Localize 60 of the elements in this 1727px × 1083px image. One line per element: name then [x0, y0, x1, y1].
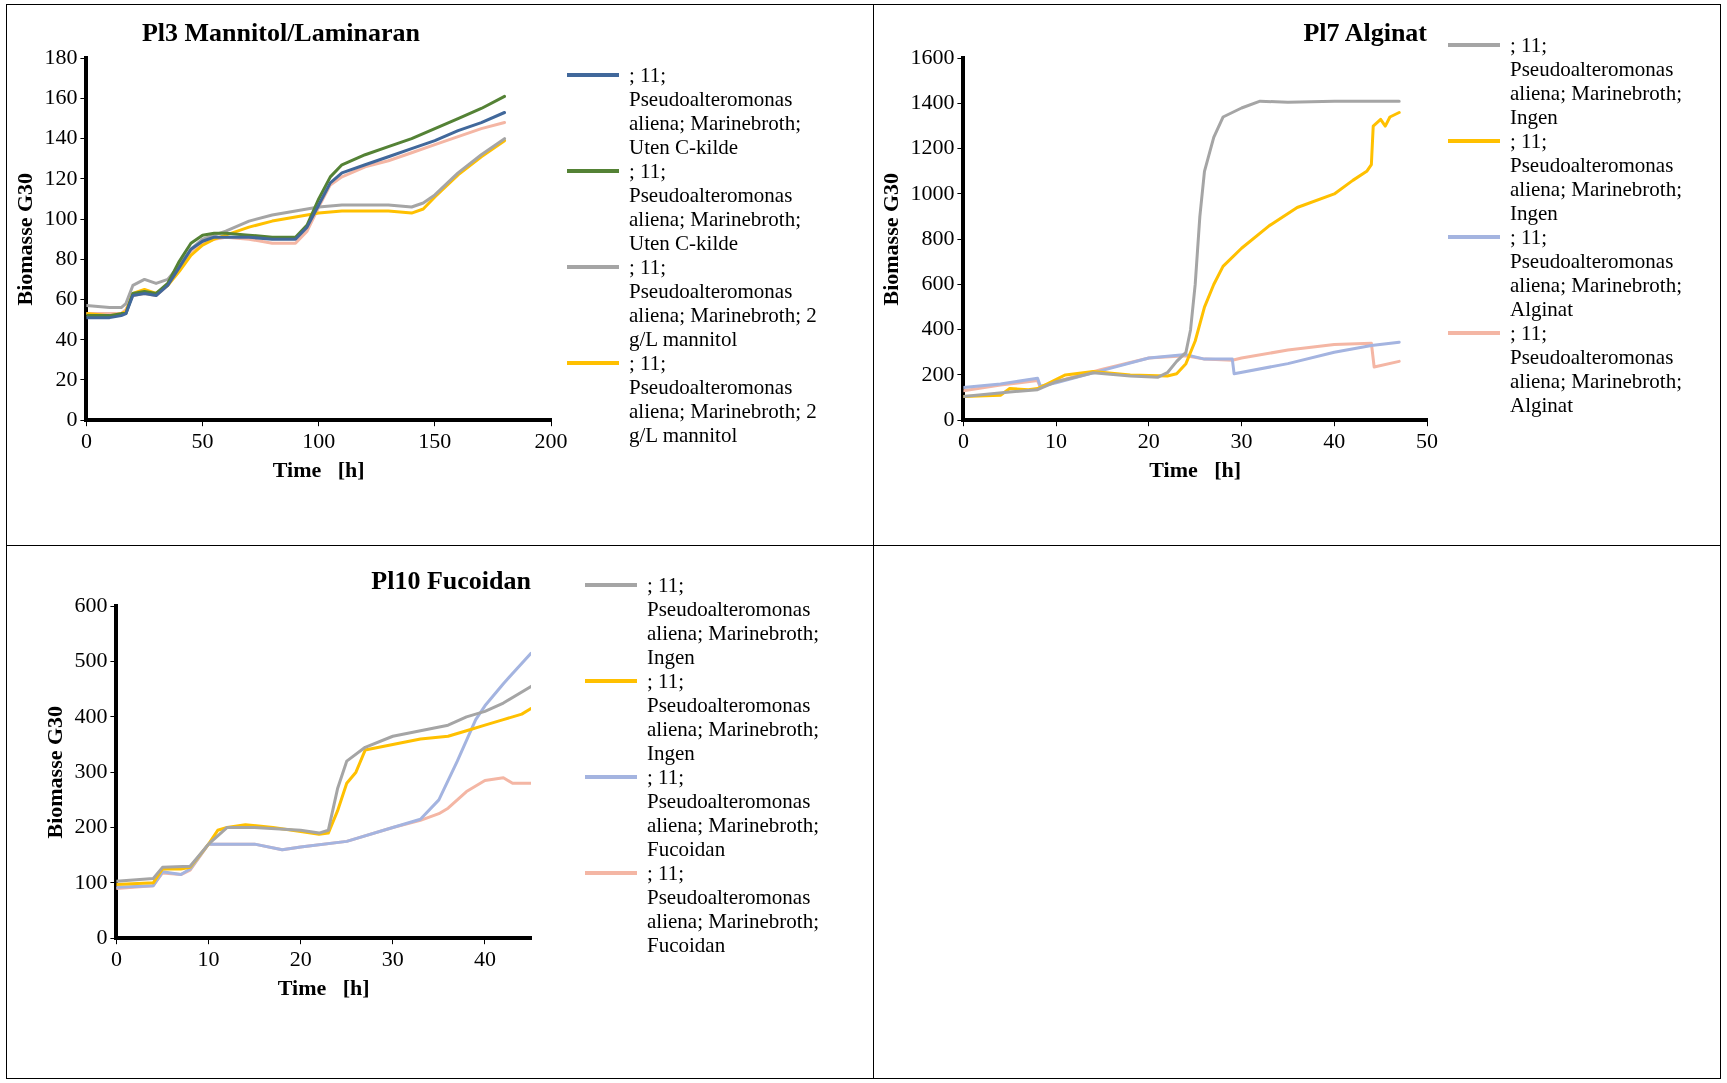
y-tick-label: 500	[74, 647, 108, 673]
chart-title: Pl3 Mannitol/Laminaran	[141, 18, 421, 48]
y-tick-label: 600	[74, 591, 108, 617]
chart-title: Pl7 Alginat	[1303, 18, 1428, 48]
x-tick-label: 40	[1323, 428, 1346, 454]
y-tick-label: 80	[55, 245, 78, 271]
y-tick-label: 0	[66, 405, 78, 431]
chart-title: Pl10 Fucoidan	[371, 566, 532, 596]
y-axis-title: Biomasse G30	[877, 172, 903, 306]
y-tick-label: 100	[44, 204, 78, 230]
x-axis-title: Time [h]	[1149, 457, 1242, 483]
y-tick-label: 200	[921, 360, 955, 386]
x-tick-label: 40	[473, 946, 496, 972]
legend-label: ; 11; Pseudoalteromonas aliena; Marinebroth; Ingen	[1510, 33, 1683, 129]
x-axis-title: Time [h]	[277, 975, 370, 1001]
y-axis-title: Biomasse G30	[41, 705, 67, 839]
y-tick-label: 160	[44, 84, 78, 110]
legend-label: ; 11; Pseudoalteromonas aliena; Marinebroth; Ingen	[647, 573, 820, 669]
x-tick-label: 50	[191, 428, 214, 454]
x-tick-label: 200	[534, 428, 568, 454]
x-tick-label: 50	[1416, 428, 1438, 454]
y-tick-label: 1400	[910, 89, 955, 115]
x-tick-label: 10	[1045, 428, 1068, 454]
y-tick-label: 0	[96, 923, 108, 949]
legend-label: ; 11; Pseudoalteromonas aliena; Marinebroth; Ingen	[1510, 129, 1683, 225]
legend-label: ; 11; Pseudoalteromonas aliena; Marinebroth; Alginat	[1510, 321, 1683, 417]
y-tick-label: 60	[55, 285, 78, 311]
legend-label: ; 11; Pseudoalteromonas aliena; Marinebroth; Fucoidan	[647, 765, 820, 861]
legend-label: ; 11; Pseudoalteromonas aliena; Marinebroth; Alginat	[1510, 225, 1683, 321]
legend-label: ; 11; Pseudoalteromonas aliena; Marinebroth; Uten C-kilde	[629, 159, 802, 255]
x-tick-label: 10	[197, 946, 220, 972]
x-tick-label: 30	[381, 946, 404, 972]
y-tick-label: 120	[44, 164, 78, 190]
x-tick-label: 150	[418, 428, 452, 454]
legend-label: ; 11; Pseudoalteromonas aliena; Marinebroth; Uten C-kilde	[629, 63, 802, 159]
legend-label: ; 11; Pseudoalteromonas aliena; Marinebroth; 2 g/L mannitol	[629, 255, 817, 351]
y-axis-title: Biomasse G30	[11, 172, 37, 306]
y-tick-label: 400	[921, 315, 955, 341]
y-tick-label: 400	[74, 702, 108, 728]
y-tick-label: 300	[74, 757, 108, 783]
y-tick-label: 140	[44, 124, 78, 150]
x-tick-label: 100	[302, 428, 336, 454]
x-axis-title: Time [h]	[272, 457, 365, 483]
legend-label: ; 11; Pseudoalteromonas aliena; Marinebroth; Fucoidan	[647, 861, 820, 957]
y-tick-label: 600	[921, 270, 955, 296]
y-tick-label: 1200	[910, 134, 955, 160]
y-tick-label: 20	[55, 365, 78, 391]
legend-label: ; 11; Pseudoalteromonas aliena; Marinebroth; 2 g/L mannitol	[629, 351, 817, 447]
y-tick-label: 200	[74, 813, 108, 839]
y-tick-label: 40	[55, 325, 78, 351]
legend-label: ; 11; Pseudoalteromonas aliena; Marinebroth; Ingen	[647, 669, 820, 765]
y-tick-label: 800	[921, 224, 955, 250]
y-tick-label: 0	[943, 405, 955, 431]
x-tick-label: 20	[289, 946, 312, 972]
y-tick-label: 100	[74, 868, 108, 894]
y-tick-label: 180	[44, 43, 78, 69]
y-tick-label: 1000	[910, 179, 955, 205]
x-tick-label: 30	[1230, 428, 1253, 454]
y-tick-label: 1600	[910, 43, 955, 69]
x-tick-label: 20	[1137, 428, 1160, 454]
